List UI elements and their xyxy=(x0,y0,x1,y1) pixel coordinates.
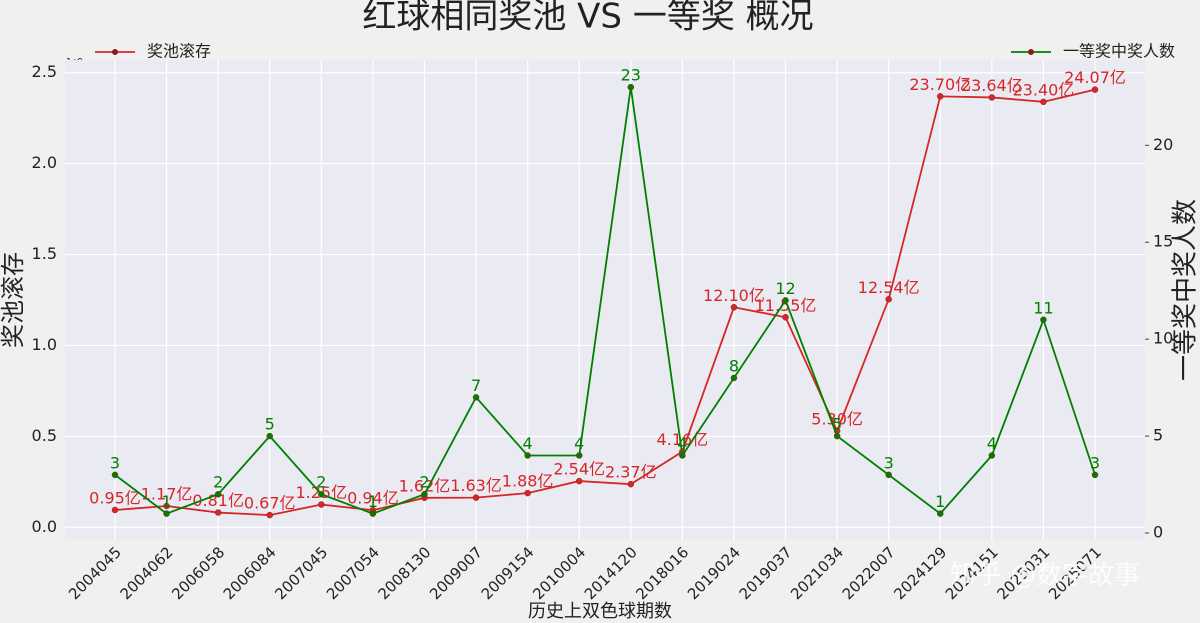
watermark: 知乎 @数字故事 xyxy=(950,561,1140,591)
data-point xyxy=(730,304,738,311)
data-label: 0.95亿 xyxy=(89,489,141,508)
series-line xyxy=(114,87,1096,515)
data-point xyxy=(214,490,222,498)
data-label: 3 xyxy=(110,453,120,472)
data-label: 24.07亿 xyxy=(1064,68,1126,87)
data-point xyxy=(163,510,170,517)
y-tick-label: 2.5 xyxy=(32,62,57,81)
data-label: 12.54亿 xyxy=(858,278,920,297)
data-label: 0.67亿 xyxy=(244,494,296,513)
y2-tick-label: 5 xyxy=(1153,426,1163,445)
legend-label: 奖池滚存 xyxy=(147,42,211,61)
data-point xyxy=(833,432,841,440)
data-point xyxy=(472,394,480,401)
data-label: 0.94亿 xyxy=(347,489,399,508)
data-point xyxy=(266,432,273,440)
data-label: 23.64亿 xyxy=(961,76,1023,95)
data-label: 4 xyxy=(987,434,997,453)
data-point xyxy=(575,452,583,459)
y-tick-label: 0.0 xyxy=(32,517,57,536)
data-point xyxy=(885,471,892,479)
data-point xyxy=(214,509,222,516)
y-tick-label: 1.5 xyxy=(32,244,57,263)
data-point xyxy=(1091,471,1099,479)
data-label: 4 xyxy=(574,434,584,453)
data-label: 3 xyxy=(884,453,894,472)
data-point xyxy=(524,452,531,459)
data-point xyxy=(782,297,789,304)
y-tick-label: 1.0 xyxy=(32,335,57,354)
data-label: 4 xyxy=(523,434,533,453)
data-label: 5.30亿 xyxy=(811,409,863,428)
data-label: 3 xyxy=(1090,453,1100,472)
data-point xyxy=(988,94,996,101)
data-label: 1.63亿 xyxy=(450,476,502,495)
data-label: 12 xyxy=(775,279,795,298)
data-label: 8 xyxy=(729,356,739,375)
data-point xyxy=(163,502,170,510)
legend-label: 一等奖中奖人数 xyxy=(1063,42,1175,61)
data-point xyxy=(1091,86,1099,93)
data-point xyxy=(679,452,686,459)
data-point xyxy=(937,93,944,100)
data-point xyxy=(627,480,635,488)
data-point xyxy=(937,510,944,517)
data-point xyxy=(627,83,635,91)
data-label: 4 xyxy=(677,434,687,453)
y-tick-label: 2.0 xyxy=(32,153,57,172)
data-point xyxy=(885,296,892,303)
data-label: 2 xyxy=(419,473,429,492)
data-point xyxy=(111,506,119,514)
data-label: 7 xyxy=(471,376,481,395)
y2-axis-label: 一等奖中奖人数 xyxy=(1171,199,1200,381)
data-label: 1 xyxy=(368,492,378,511)
data-label: 23.40亿 xyxy=(1013,80,1075,99)
data-point xyxy=(421,490,428,498)
data-label: 2.54亿 xyxy=(553,460,605,479)
y2-tick-label: 10 xyxy=(1153,329,1173,348)
data-label: 11.55亿 xyxy=(755,296,817,315)
chart-title: 红球相同奖池 VS 一等奖 概况 xyxy=(362,0,813,37)
y-axis-label: 奖池滚存 xyxy=(0,252,27,348)
data-point xyxy=(369,510,377,517)
data-label: 1.62亿 xyxy=(399,476,451,495)
data-label: 1 xyxy=(161,492,171,511)
data-label: 1.88亿 xyxy=(502,472,554,491)
data-label: 11 xyxy=(1033,298,1053,317)
data-point xyxy=(1040,98,1047,106)
data-label: 2 xyxy=(213,473,223,492)
data-point xyxy=(782,314,789,321)
data-point xyxy=(111,471,119,479)
x-axis-label: 历史上双色球期数 xyxy=(528,601,672,622)
data-point xyxy=(730,374,738,382)
data-point xyxy=(472,494,480,501)
series-line xyxy=(114,88,1096,516)
legend-marker xyxy=(112,49,118,55)
data-label: 12.10亿 xyxy=(703,286,765,305)
data-point xyxy=(318,501,325,508)
data-label: 1 xyxy=(935,492,945,511)
legend-marker xyxy=(1027,49,1034,55)
data-label: 23 xyxy=(621,66,641,85)
data-label: 5 xyxy=(265,415,275,434)
y2-tick-label: 20 xyxy=(1153,135,1173,154)
data-point xyxy=(318,490,325,498)
data-point xyxy=(266,511,273,519)
y2-tick-label: 15 xyxy=(1153,232,1173,251)
plot-area xyxy=(65,60,1145,540)
data-label: 5 xyxy=(832,415,842,434)
data-label: 1.17亿 xyxy=(141,485,193,504)
y2-tick-label: 0 xyxy=(1153,523,1163,542)
data-label: 23.70亿 xyxy=(909,75,971,94)
data-point xyxy=(988,452,996,459)
data-label: 2.37亿 xyxy=(605,463,657,482)
data-label: 2 xyxy=(316,473,326,492)
data-point xyxy=(1040,316,1047,324)
data-point xyxy=(575,477,583,485)
data-label: 0.81亿 xyxy=(192,491,244,510)
y-tick-label: 0.5 xyxy=(32,426,57,445)
data-point xyxy=(524,489,531,497)
